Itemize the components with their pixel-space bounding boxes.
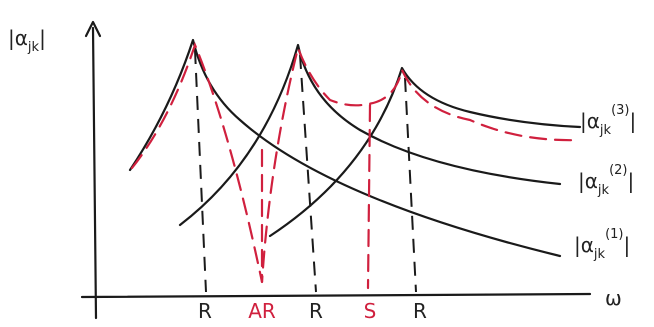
- y-axis-label: |αjk|: [8, 26, 46, 55]
- label-part: (3): [611, 103, 629, 118]
- curve-label: |αjk (2)|: [578, 163, 634, 198]
- label-part: |: [39, 26, 46, 50]
- label-part: jk: [599, 123, 612, 138]
- sum-curve: [132, 45, 580, 282]
- marker: R: [413, 299, 427, 323]
- label-part: |: [623, 233, 630, 257]
- label-part: |: [627, 169, 634, 193]
- label-part: (2): [609, 163, 627, 178]
- marker: R: [309, 299, 323, 323]
- marker: R: [198, 299, 212, 323]
- label-part: (1): [605, 227, 623, 242]
- label-part: jk: [593, 247, 606, 262]
- marker: AR: [248, 299, 276, 323]
- label-part: |α: [8, 26, 28, 50]
- label-part: |α: [580, 109, 600, 133]
- frf-sketch: |αjk| ω R AR R S R |αjk(3)| |αjk(2)| |αj…: [0, 0, 654, 327]
- label-part: jk: [597, 183, 610, 198]
- x-axis-label: ω: [605, 286, 622, 310]
- label-part: |α: [574, 233, 594, 257]
- curve-mode-1: [130, 40, 560, 256]
- y-axis: [93, 28, 96, 318]
- saddle-line: [368, 105, 370, 288]
- curve-mode-3: [270, 68, 580, 236]
- resonance-line: [300, 55, 316, 292]
- curve-label: |αjk (3)|: [580, 103, 636, 138]
- curve-label: |αjk (1)|: [574, 227, 630, 262]
- label-part: jk: [27, 40, 40, 55]
- label-part: |α: [578, 169, 598, 193]
- label-part: |: [629, 109, 636, 133]
- marker: S: [364, 299, 377, 323]
- resonance-line: [195, 50, 206, 292]
- resonance-line: [405, 78, 416, 292]
- x-axis: [82, 294, 590, 297]
